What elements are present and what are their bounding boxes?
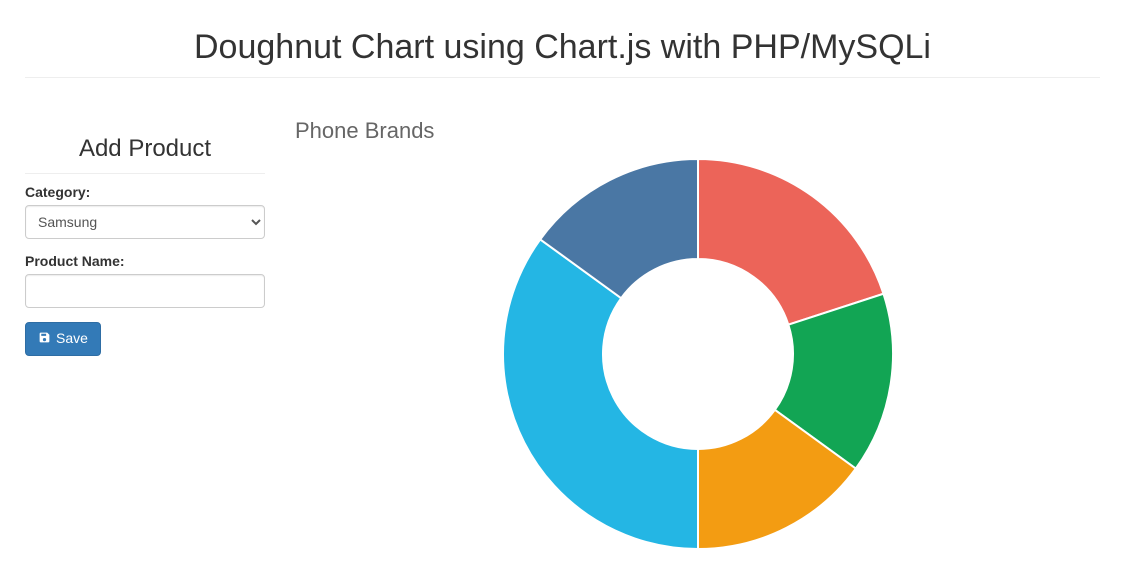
doughnut-slice — [502, 239, 697, 549]
save-button[interactable]: Save — [25, 322, 101, 356]
category-group: Category: SamsungAppleHuaweiXiaomiOppo — [25, 184, 265, 239]
page-container: Doughnut Chart using Chart.js with PHP/M… — [0, 28, 1125, 554]
category-select[interactable]: SamsungAppleHuaweiXiaomiOppo — [25, 205, 265, 239]
category-label: Category: — [25, 184, 265, 200]
product-name-input[interactable] — [25, 274, 265, 308]
save-button-label: Save — [56, 329, 88, 349]
save-icon — [38, 331, 51, 346]
content-row: Add Product Category: SamsungAppleHuawei… — [25, 100, 1100, 554]
form-panel: Add Product Category: SamsungAppleHuawei… — [25, 100, 265, 356]
product-name-label: Product Name: — [25, 253, 265, 269]
chart-wrap — [295, 154, 1100, 554]
chart-title: Phone Brands — [295, 118, 1100, 144]
doughnut-chart — [498, 154, 898, 554]
page-title: Doughnut Chart using Chart.js with PHP/M… — [25, 28, 1100, 78]
chart-panel: Phone Brands — [295, 100, 1100, 554]
product-name-group: Product Name: — [25, 253, 265, 308]
doughnut-slice — [698, 159, 883, 325]
form-title: Add Product — [25, 135, 265, 174]
